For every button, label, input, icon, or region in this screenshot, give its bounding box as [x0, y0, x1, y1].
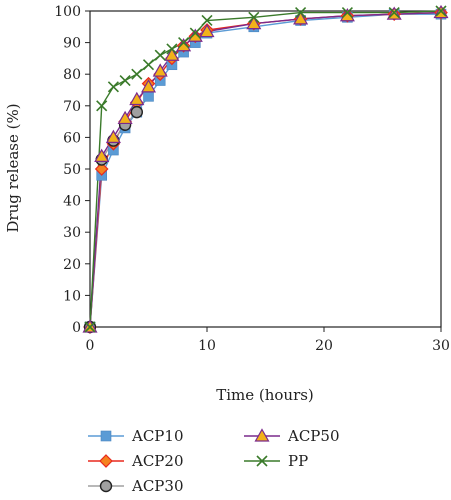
data-point-pp — [388, 7, 400, 19]
y-tick-label: 0 — [72, 320, 81, 336]
data-point-pp — [131, 68, 143, 80]
data-point-acp50 — [164, 47, 180, 61]
legend-marker-acp50 — [254, 428, 270, 442]
data-point-acp50 — [152, 63, 168, 77]
legend-marker-acp30 — [99, 479, 113, 493]
data-point-pp-stroke — [178, 37, 190, 49]
data-point-acp20 — [94, 162, 109, 176]
plot-frame — [89, 10, 442, 328]
y-tick-label: 30 — [63, 225, 81, 241]
data-point-pp — [96, 100, 108, 112]
legend-label-acp50: ACP50 — [287, 427, 340, 445]
data-point-pp-stroke — [142, 59, 155, 71]
data-point-acp50 — [129, 91, 145, 106]
data-point-pp-stroke — [96, 100, 108, 112]
data-point-pp — [189, 27, 201, 39]
series-line-acp10 — [89, 13, 441, 328]
y-tick-label: 90 — [63, 36, 81, 52]
data-point-pp — [435, 5, 447, 17]
data-point-pp — [341, 7, 353, 19]
data-point-pp-stroke — [388, 7, 400, 19]
data-point-pp — [295, 7, 307, 19]
y-tick-label: 100 — [54, 4, 81, 20]
series-line-pp — [89, 10, 442, 328]
legend-marker-acp10 — [100, 430, 112, 442]
y-axis-title: Drug release (%) — [4, 103, 22, 232]
legend: ACP10 ACP20 ACP30 ACP50 PP — [88, 427, 340, 495]
data-point-pp — [84, 321, 96, 333]
data-point-pp-stroke — [435, 5, 447, 17]
data-point-pp — [154, 49, 166, 61]
data-point-pp — [119, 74, 131, 87]
y-tick-label: 80 — [63, 67, 81, 83]
x-tick-label: 30 — [432, 338, 450, 354]
legend-label-acp30: ACP30 — [131, 477, 184, 495]
data-point-pp — [142, 59, 155, 71]
data-point-pp-stroke — [248, 11, 260, 23]
legend-label-acp10: ACP10 — [131, 427, 184, 445]
data-point-pp-stroke — [154, 49, 166, 61]
data-point-pp-stroke — [295, 7, 307, 19]
data-point-pp — [166, 43, 178, 55]
legend-label-pp: PP — [288, 452, 308, 470]
data-point-pp-stroke — [201, 14, 213, 27]
data-point-pp — [201, 14, 213, 27]
data-point-acp50 — [246, 15, 262, 30]
data-point-pp-stroke — [131, 68, 143, 80]
data-point-pp — [248, 11, 260, 23]
legend-label-acp20: ACP20 — [131, 452, 184, 470]
data-point-acp10 — [143, 91, 154, 102]
data-point-pp-stroke — [84, 321, 96, 333]
data-point-pp-stroke — [119, 74, 131, 87]
data-point-acp30 — [130, 105, 144, 119]
legend-marker-acp20 — [99, 454, 113, 468]
y-tick-label: 50 — [63, 162, 81, 178]
plot-area: 0 10 20 30 40 50 60 70 80 90 100 0 10 20 30 — [54, 4, 450, 354]
data-point-acp50 — [94, 148, 110, 162]
data-point-acp50 — [117, 110, 133, 125]
data-point-acp50 — [199, 23, 215, 38]
y-tick-label: 20 — [63, 257, 81, 273]
legend-marker-pp-stroke — [256, 455, 268, 467]
data-point-acp50 — [140, 79, 157, 93]
x-tick-label: 20 — [315, 338, 333, 354]
data-point-acp50 — [293, 11, 309, 25]
series-line-acp50 — [89, 11, 442, 328]
y-tick-label: 10 — [63, 288, 81, 304]
x-tick-label: 10 — [198, 338, 216, 354]
data-point-pp-stroke — [107, 81, 119, 93]
y-tick-label: 60 — [63, 130, 81, 146]
data-point-pp — [107, 81, 119, 93]
x-axis-title: Time (hours) — [216, 386, 314, 404]
data-point-acp50 — [105, 129, 121, 143]
y-tick-label: 70 — [63, 99, 81, 115]
data-point-pp — [178, 37, 190, 49]
data-point-pp-stroke — [341, 7, 353, 19]
series-line-acp20 — [89, 11, 442, 328]
legend-marker-pp — [256, 455, 268, 467]
x-tick-label: 0 — [86, 338, 95, 354]
data-point-pp-stroke — [189, 27, 201, 39]
y-tick-label: 40 — [63, 194, 81, 210]
data-point-pp-stroke — [166, 43, 178, 55]
